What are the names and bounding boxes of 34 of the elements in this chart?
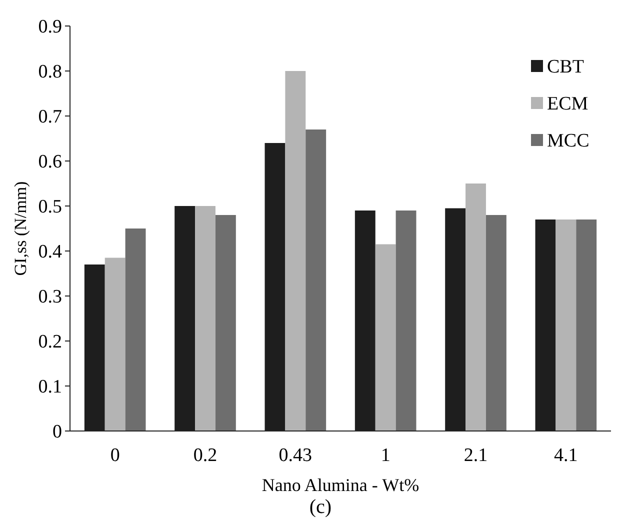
y-tick-label: 0.3 [38,286,62,308]
bar [215,215,236,431]
text: (c) [309,496,332,518]
y-tick-label: 0.8 [38,62,62,83]
y-tick-label: 0.6 [38,152,62,173]
y-tick-label: 0 [52,422,62,443]
x-tick-label: 0.2 [193,445,218,466]
legend-label: MCC [547,130,590,152]
x-tick-label: 2.1 [464,445,488,466]
bar [195,206,216,431]
bar [125,228,146,431]
bar [486,215,506,431]
x-tick-label: 1 [380,445,390,466]
x-tick-label: 4.1 [554,445,578,466]
y-tick-label: 0.4 [38,242,62,263]
y-tick-label: 0.9 [38,16,62,38]
bar [466,184,486,431]
bar [396,210,416,431]
legend-label: ECM [547,94,588,115]
y-tick-label: 0.1 [38,376,62,398]
y-tick-label: 0.2 [38,332,62,353]
bar [285,71,306,431]
bar [556,220,576,431]
legend-label: CBT [547,56,584,78]
x-axis-title: Nano Alumina - Wt% [262,475,420,495]
bar [375,244,396,431]
y-tick-label: 0.7 [38,106,62,128]
bar [576,220,597,431]
x-tick-label: 0 [110,445,120,466]
bar [104,258,126,431]
x-tick-label: 0.43 [278,445,312,466]
y-axis-title: GI,ss (N/mm) [11,181,30,276]
y-tick-label: 0.5 [38,196,62,218]
bar [306,130,326,431]
